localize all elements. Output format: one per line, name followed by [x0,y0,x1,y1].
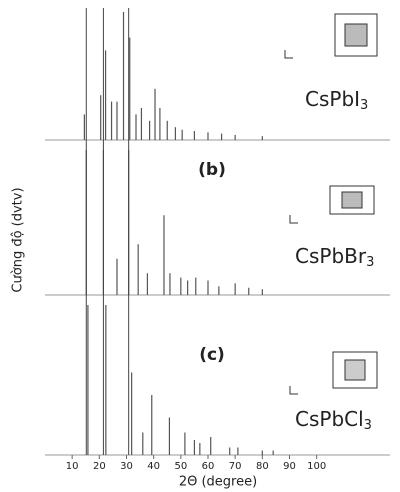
x-tick-label: 90 [283,461,296,472]
legend-label: CsPbCl3 [295,407,372,433]
panel-label: (c) [199,345,225,365]
x-tick-label: 30 [120,461,133,472]
x-tick-label: 10 [66,461,79,472]
x-tick-label: 50 [174,461,187,472]
x-tick-label: 80 [256,461,269,472]
x-tick-label: 70 [229,461,242,472]
y-axis-title: Cường độ (dvtv) [11,187,26,292]
x-tick-label: 20 [93,461,106,472]
x-tick-label: 100 [307,461,326,472]
x-tick-label: 60 [202,461,215,472]
legend-label: CsPbI3 [305,87,368,113]
legend-label: CsPbBr3 [295,244,374,270]
x-tick-label: 40 [147,461,160,472]
panel-label: (b) [198,160,226,180]
x-axis-title: 2Θ (degree) [179,475,257,490]
structure-icon [284,13,378,395]
